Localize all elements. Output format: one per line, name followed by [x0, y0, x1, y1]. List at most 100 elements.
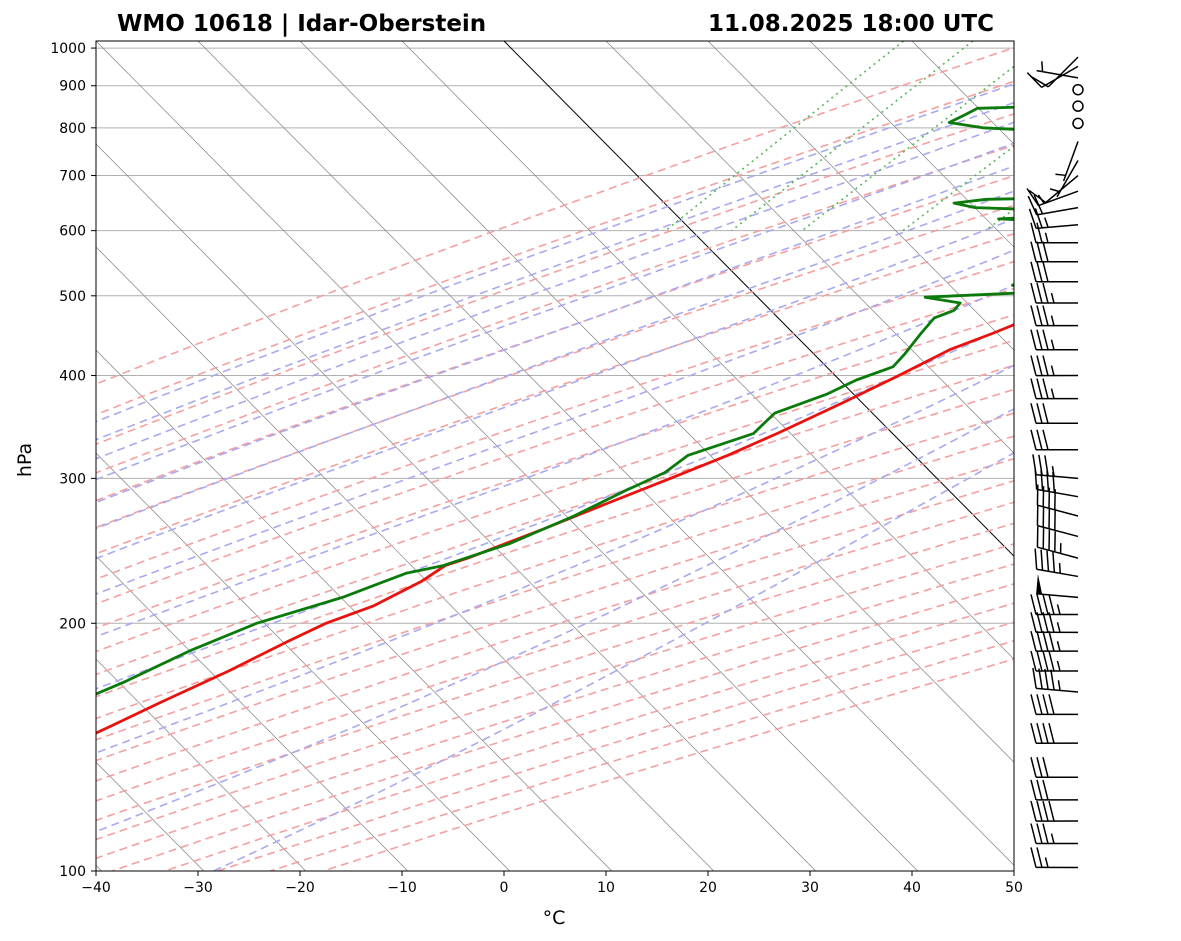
barb-full — [1042, 241, 1049, 262]
barb-staff — [1041, 65, 1079, 89]
barb-full — [1042, 282, 1049, 304]
x-tick-label: 40 — [903, 880, 921, 896]
isotherm-line — [605, 41, 1014, 454]
mixing-ratio-line — [801, 65, 1014, 232]
y-tick-label: 1000 — [50, 41, 86, 57]
y-tick-label: 600 — [59, 224, 86, 240]
barb-full — [1042, 630, 1049, 652]
barb-half — [1044, 232, 1049, 243]
barb-full — [1036, 355, 1043, 376]
isotherm-line — [96, 555, 408, 871]
barb-full — [1048, 800, 1055, 822]
wind-barb — [1030, 722, 1079, 744]
wind-barb — [1030, 329, 1079, 351]
isotherm-line — [96, 349, 612, 871]
wind-barb — [1030, 222, 1079, 244]
barb-full — [1034, 208, 1043, 229]
dry-adiabat — [96, 204, 1014, 529]
wind-barb — [1030, 847, 1079, 869]
dry-adiabat — [96, 287, 1014, 605]
wind-barb — [1030, 779, 1079, 801]
barb-full — [1036, 222, 1043, 243]
dewpoint-profile — [96, 105, 1014, 696]
barb-full — [1048, 650, 1055, 672]
barb-full — [1036, 630, 1043, 652]
wind-barb — [1036, 526, 1079, 559]
dry-adiabat — [96, 260, 1014, 580]
barb-full — [1044, 668, 1049, 690]
barb-half — [1058, 562, 1062, 574]
barb-full — [1042, 722, 1049, 744]
y-tick-label: 800 — [59, 121, 86, 137]
dry-adiabat — [96, 388, 1014, 698]
barb-full — [1042, 650, 1049, 672]
barb-full — [1036, 594, 1043, 615]
barb-full — [1042, 329, 1049, 350]
y-tick-label: 100 — [59, 864, 86, 880]
isotherm-line — [96, 452, 510, 871]
barb-full — [1052, 471, 1056, 493]
isotherm-line — [707, 41, 1014, 351]
barb-full — [1040, 469, 1044, 491]
wind-barb — [1030, 800, 1079, 822]
calm-circle — [1072, 100, 1084, 112]
barb-staff — [1036, 206, 1079, 216]
moist-adiabat — [96, 190, 1014, 530]
moist-adiabat — [96, 101, 1014, 441]
barb-full — [1036, 261, 1043, 282]
wind-barb — [1072, 83, 1084, 96]
y-axis-label: hPa — [14, 443, 36, 477]
barb-staff — [1037, 524, 1079, 538]
wind-barb — [1032, 667, 1079, 693]
mixing-ratio-line — [665, 41, 904, 232]
barb-full — [1034, 548, 1038, 570]
barb-full — [1042, 261, 1049, 282]
barb-full — [1042, 403, 1049, 424]
barb-full — [1030, 241, 1037, 262]
wind-barb — [1027, 194, 1079, 216]
wind-barb — [1030, 612, 1079, 634]
wind-barb — [1030, 378, 1079, 400]
barb-full — [1030, 694, 1037, 715]
barb-full — [1036, 847, 1043, 868]
isotherm-line — [809, 41, 1014, 248]
barb-full — [1030, 650, 1037, 672]
x-tick-label: 0 — [500, 880, 509, 896]
wind-barb — [1036, 61, 1079, 79]
barb-staff — [1036, 473, 1079, 480]
dry-adiabat — [96, 435, 1014, 741]
wind-barb — [1072, 117, 1084, 130]
barb-full — [1042, 757, 1049, 778]
temperature-profile — [96, 323, 1014, 735]
barb-staff — [1036, 69, 1079, 79]
wind-barb — [1034, 468, 1079, 498]
y-tick-label: 700 — [59, 169, 86, 185]
moist-adiabat — [96, 218, 1014, 560]
barb-flag — [1036, 573, 1043, 595]
barb-full — [1046, 550, 1050, 572]
dry-adiabat — [96, 80, 1014, 416]
isotherm-line — [401, 41, 1014, 660]
dry-adiabat — [96, 46, 1014, 385]
mixing-ratio-line — [731, 41, 974, 232]
barb-half — [1050, 365, 1055, 376]
wind-barb — [1036, 573, 1079, 599]
barb-full — [1033, 194, 1044, 215]
barb-half — [1056, 660, 1061, 672]
x-tick-label: 20 — [699, 880, 717, 896]
x-tick-label: 50 — [1005, 880, 1023, 896]
x-tick-label: −20 — [285, 880, 315, 896]
dry-adiabat — [96, 479, 1014, 782]
wind-barb — [1030, 630, 1079, 652]
moist-adiabat — [96, 83, 1014, 423]
barb-half — [1055, 173, 1066, 177]
barb-full — [1036, 694, 1043, 715]
barb-full — [1042, 355, 1049, 376]
barb-full — [1048, 722, 1055, 744]
barb-full — [1030, 823, 1037, 844]
x-tick-label: 30 — [801, 880, 819, 896]
y-tick-label: 500 — [59, 289, 86, 305]
barb-full — [1030, 329, 1037, 350]
barb-full — [1030, 378, 1037, 399]
